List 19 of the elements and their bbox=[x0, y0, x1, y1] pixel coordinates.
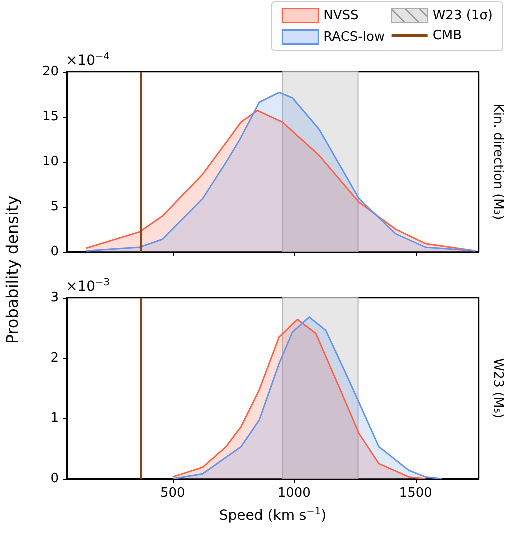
y-tick-label: 15 bbox=[42, 110, 59, 124]
x-tick-label: 500 bbox=[160, 486, 186, 501]
y2-axis-title: Kin. direction (M₃) bbox=[490, 104, 506, 220]
y-tick-label: 5 bbox=[50, 200, 59, 214]
y-tick-label: 0 bbox=[50, 244, 59, 260]
y-tick-label: 2 bbox=[50, 350, 59, 366]
y-tick-label: 0 bbox=[50, 472, 59, 486]
legend-label: W23 (1σ) bbox=[432, 8, 494, 24]
x-tick-label: 1500 bbox=[399, 486, 432, 501]
legend-label: NVSS bbox=[324, 8, 359, 24]
x-tick-label: 1000 bbox=[278, 486, 311, 501]
legend-label: CMB bbox=[432, 28, 462, 44]
legend-label: RACS-low bbox=[324, 30, 386, 45]
y-tick-label: 1 bbox=[50, 411, 59, 426]
y-tick-label: 20 bbox=[42, 64, 59, 80]
y-tick-label: 10 bbox=[42, 154, 59, 170]
y2-axis-title: W23 (M₅) bbox=[490, 358, 506, 419]
y-tick-label: 3 bbox=[50, 290, 59, 306]
y-axis-title: Probability density bbox=[2, 196, 22, 344]
